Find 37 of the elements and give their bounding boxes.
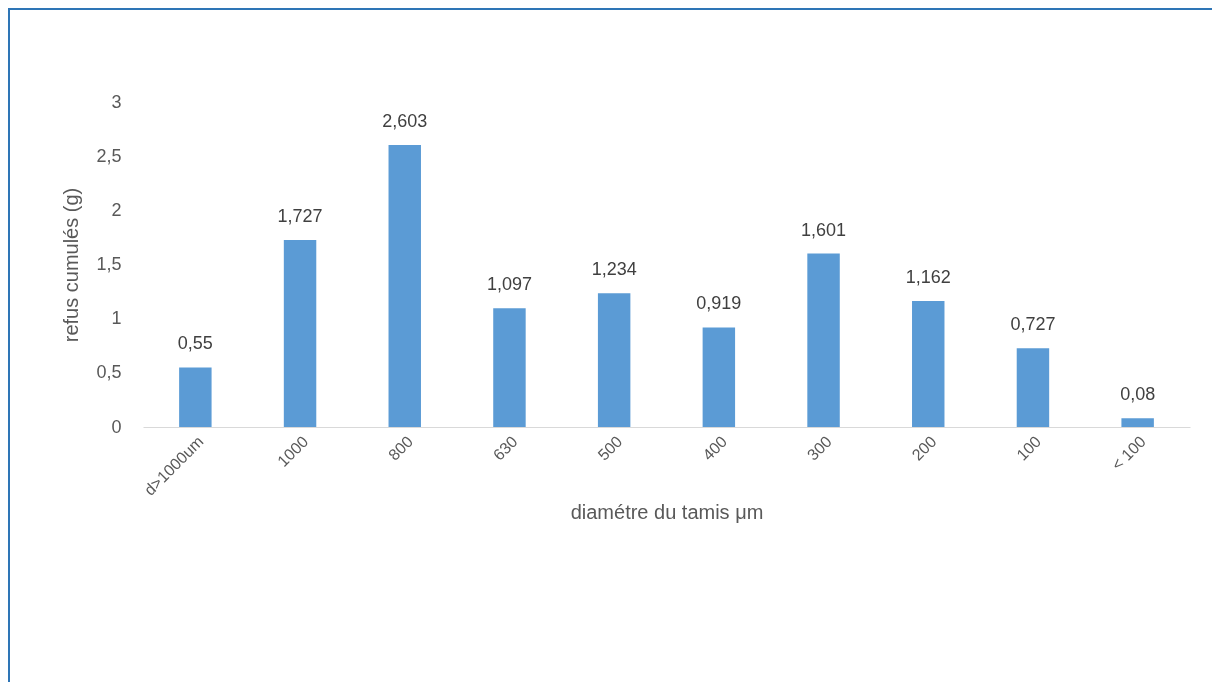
data-label: 0,919: [696, 293, 742, 314]
bar: [1016, 348, 1050, 427]
x-tick-label: 400: [699, 432, 731, 464]
y-tick-label: 1,5: [96, 254, 122, 274]
data-label: 1,727: [277, 205, 323, 226]
x-axis-title: diamétre du tamis μm: [570, 500, 764, 523]
x-tick-label: 500: [594, 432, 626, 464]
x-tick-label: 300: [803, 432, 835, 464]
bar: [597, 293, 631, 427]
bar: [807, 253, 840, 427]
bar: [283, 239, 317, 427]
data-label: 1,601: [801, 219, 847, 240]
y-tick-label: 3: [111, 91, 122, 112]
bar: [179, 367, 212, 427]
x-tick-label: 200: [908, 432, 940, 464]
y-tick-label: 1: [111, 308, 122, 329]
bar: [702, 327, 736, 427]
y-tick-label: 2,5: [96, 145, 122, 166]
y-tick-label: 0,5: [96, 362, 122, 383]
bar: [493, 308, 526, 427]
data-label: 1,234: [591, 259, 637, 280]
bar: [912, 301, 945, 427]
data-label: 0,08: [1120, 384, 1156, 405]
y-axis-title: refus cumulés (g): [60, 187, 83, 343]
data-label: 2,603: [382, 111, 428, 132]
x-tick-label: 100: [1013, 432, 1045, 464]
y-tick-label: 0: [111, 416, 122, 437]
data-label: 1,097: [486, 274, 532, 295]
data-label: 0,727: [1010, 314, 1056, 335]
x-tick-label: < 100: [1108, 432, 1150, 474]
data-label: 1,162: [905, 267, 951, 288]
x-tick-label: 800: [385, 432, 417, 464]
bar: [388, 145, 421, 427]
data-label: 0,55: [177, 333, 213, 354]
y-tick-label: 2: [111, 199, 122, 220]
bar: [1121, 418, 1154, 427]
x-tick-label: 630: [489, 432, 521, 464]
